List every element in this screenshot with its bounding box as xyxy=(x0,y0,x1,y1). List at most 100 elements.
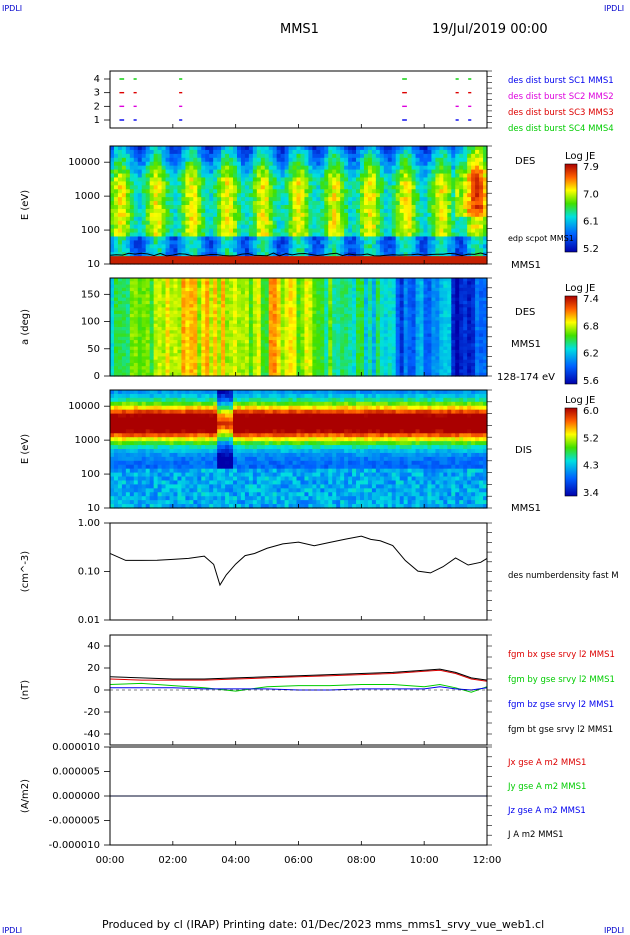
heatmap-cell xyxy=(340,349,345,354)
heatmap-cell xyxy=(427,157,433,163)
heatmap-cell xyxy=(225,197,230,202)
heatmap-cell xyxy=(137,228,143,234)
heatmap-cell xyxy=(356,353,361,357)
heatmap-cell xyxy=(387,336,393,341)
heatmap-cell xyxy=(276,193,282,198)
heatmap-cell xyxy=(256,216,262,222)
heatmap-cell xyxy=(344,369,349,374)
heatmap-cell xyxy=(332,313,337,318)
heatmap-cell xyxy=(145,291,151,295)
heatmap-cell xyxy=(451,232,456,238)
heatmap-cell xyxy=(173,212,179,218)
heatmap-cell xyxy=(213,169,218,175)
heatmap-cell xyxy=(367,260,373,265)
heatmap-cell xyxy=(173,346,179,351)
heatmap-cell xyxy=(467,224,472,230)
heatmap-cell xyxy=(189,353,194,357)
heatmap-cell xyxy=(229,157,234,163)
heatmap-cell xyxy=(177,216,183,222)
heatmap-cell xyxy=(296,189,302,194)
heatmap-cell xyxy=(181,208,186,214)
heatmap-cell xyxy=(419,161,425,167)
heatmap-cell xyxy=(209,248,214,253)
heatmap-cell xyxy=(117,177,123,182)
heatmap-cell xyxy=(312,189,317,194)
heatmap-cell xyxy=(312,356,317,361)
heatmap-cell xyxy=(471,149,476,155)
heatmap-cell xyxy=(141,201,147,206)
heatmap-cell xyxy=(344,362,349,367)
heatmap-cell xyxy=(272,248,278,253)
heatmap-cell xyxy=(149,208,155,214)
heatmap-cell xyxy=(387,287,393,292)
heatmap-cell xyxy=(209,287,214,292)
heatmap-cell xyxy=(320,185,325,190)
heatmap-cell xyxy=(280,369,286,374)
heatmap-cell xyxy=(173,149,179,155)
heatmap-cell xyxy=(292,278,298,282)
heatmap-cell xyxy=(348,330,353,335)
heatmap-cell xyxy=(427,248,433,253)
heatmap-cell xyxy=(363,212,369,218)
heatmap-cell xyxy=(483,201,488,206)
heatmap-cell xyxy=(316,284,321,289)
heatmap-cell xyxy=(229,240,234,245)
heatmap-cell xyxy=(185,343,190,348)
heatmap-cell xyxy=(117,359,123,364)
heatmap-cell xyxy=(344,313,349,318)
heatmap-cell xyxy=(363,201,369,206)
heatmap-cell xyxy=(363,181,369,186)
heatmap-cell xyxy=(292,244,298,249)
heatmap-cell xyxy=(197,281,202,286)
heatmap-cell xyxy=(205,169,210,175)
heatmap-cell xyxy=(240,232,246,238)
heatmap-cell xyxy=(264,260,270,265)
heatmap-cell xyxy=(463,185,468,190)
heatmap-cell xyxy=(300,297,306,302)
heatmap-cell xyxy=(328,153,333,159)
heatmap-cell xyxy=(308,291,313,295)
heatmap-cell xyxy=(110,224,115,230)
heatmap-cell xyxy=(379,157,385,163)
heatmap-cell xyxy=(471,244,476,249)
heatmap-cell xyxy=(336,177,341,182)
heatmap-cell xyxy=(225,248,230,253)
heatmap-cell xyxy=(451,153,456,159)
heatmap-cell xyxy=(379,359,385,364)
heatmap-cell xyxy=(312,232,317,238)
heatmap-cell xyxy=(324,310,329,315)
heatmap-cell xyxy=(352,197,357,202)
heatmap-cell xyxy=(391,304,397,308)
heatmap-cell xyxy=(225,177,230,182)
heatmap-cell xyxy=(288,205,294,210)
heatmap-cell xyxy=(193,291,198,295)
heatmap-cell xyxy=(360,300,365,305)
heatmap-cell xyxy=(352,212,357,218)
heatmap-cell xyxy=(153,197,159,202)
heatmap-cell xyxy=(471,216,476,222)
heatmap-cell xyxy=(455,193,460,198)
heatmap-cell xyxy=(312,294,317,299)
heatmap-cell xyxy=(292,240,298,245)
heatmap-cell xyxy=(117,157,123,163)
heatmap-cell xyxy=(375,201,381,206)
heatmap-cell xyxy=(336,297,341,302)
heatmap-cell xyxy=(161,216,167,222)
heatmap-cell xyxy=(332,153,337,159)
heatmap-cell xyxy=(145,356,151,361)
heatmap-cell xyxy=(292,157,298,163)
heatmap-cell xyxy=(113,149,119,155)
heatmap-cell xyxy=(387,284,393,289)
heatmap-cell xyxy=(336,346,341,351)
heatmap-cell xyxy=(276,291,282,295)
heatmap-cell xyxy=(225,153,230,159)
heatmap-cell xyxy=(268,343,274,348)
heatmap-cell xyxy=(284,224,290,230)
heatmap-cell xyxy=(149,333,155,338)
heatmap-cell xyxy=(312,317,317,322)
heatmap-cell xyxy=(296,232,302,238)
heatmap-cell xyxy=(161,149,167,155)
heatmap-cell xyxy=(113,177,119,182)
heatmap-cell xyxy=(419,153,425,159)
heatmap-cell xyxy=(316,212,321,218)
